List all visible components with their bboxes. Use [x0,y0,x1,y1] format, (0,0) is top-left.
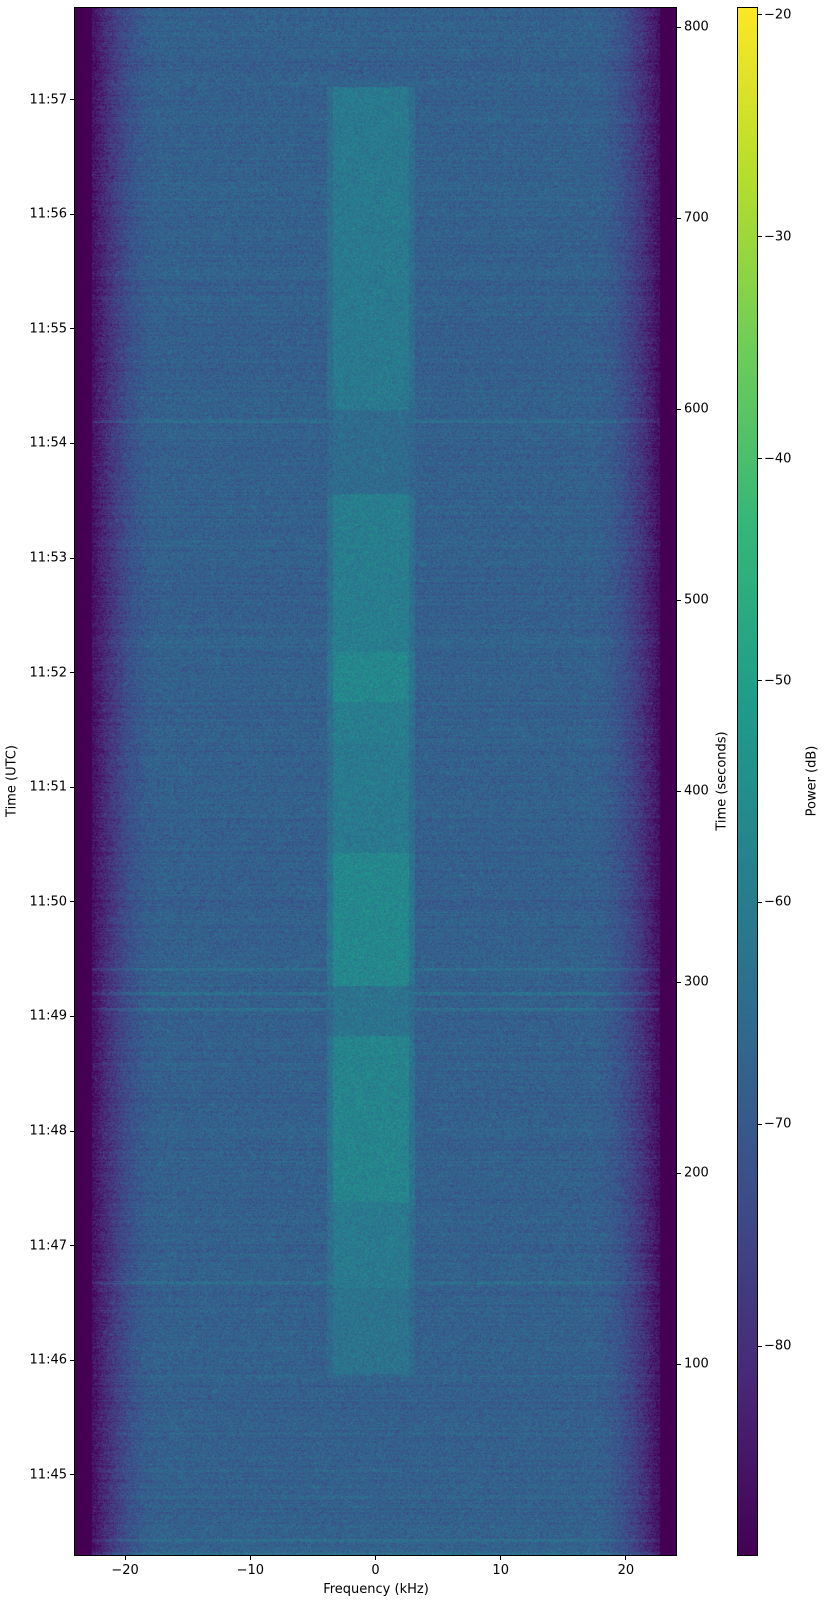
y-tick-label-seconds: 200 [684,1165,709,1181]
y-tick-label-utc: 11:47 [29,1238,67,1254]
x-tick-label: 10 [492,1563,509,1578]
x-tick [124,1555,126,1560]
y-tick-right [676,981,681,983]
y-tick-left [70,1015,75,1017]
spectrogram-heatmap [75,8,676,1555]
y-tick-label-seconds: 300 [684,974,709,990]
y-tick-label-seconds: 700 [684,210,709,226]
y-tick-label-utc: 11:45 [29,1467,67,1483]
y-tick-label-utc: 11:52 [29,665,67,681]
y-tick-label-utc: 11:54 [29,435,67,451]
x-tick-label: 0 [371,1563,380,1578]
y-tick-left [70,99,75,101]
colorbar-tick-label: −50 [764,673,792,688]
x-tick [375,1555,376,1560]
y-tick-left [70,557,75,559]
y-tick-label-utc: 11:55 [29,321,67,337]
x-tick-label: −20 [111,1563,139,1578]
y-tick-left [70,901,75,903]
y-tick-left [70,1130,75,1132]
x-tick-label: −10 [236,1563,264,1578]
y-tick-right [676,408,681,410]
y-tick-right [676,790,681,792]
y-tick-label-utc: 11:57 [29,92,67,108]
y-tick-label-utc: 11:53 [29,550,67,566]
colorbar-tick [757,1345,762,1347]
y-tick-right [676,217,681,219]
y-tick-label-utc: 11:51 [29,779,67,795]
y-tick-label-seconds: 800 [684,19,709,35]
y-axis-label-left: Time (UTC) [4,745,20,817]
y-tick-label-seconds: 400 [684,783,709,799]
colorbar-tick-label: −70 [764,1116,792,1132]
x-tick [249,1555,251,1560]
y-tick-left [70,213,75,215]
colorbar-label: Power (dB) [804,745,820,817]
colorbar-gradient [738,8,757,1555]
x-tick-label: 20 [617,1563,635,1578]
colorbar-tick-label: −20 [764,7,792,23]
colorbar-tick [757,14,762,16]
y-tick-label-seconds: 500 [684,592,709,608]
y-tick-right [676,26,681,28]
y-tick-left [70,672,75,674]
colorbar-tick [757,680,762,681]
colorbar-tick [757,1123,762,1125]
colorbar-tick [757,236,762,238]
colorbar-tick [757,901,762,903]
y-tick-left [70,1474,75,1476]
y-tick-left [70,442,75,444]
y-tick-left [70,1359,75,1361]
colorbar [738,8,757,1555]
x-axis-label: Frequency (kHz) [323,1582,429,1597]
y-tick-label-utc: 11:49 [29,1008,67,1024]
y-tick-label-utc: 11:48 [29,1123,67,1139]
spectrogram-plot [75,8,676,1555]
y-tick-right [676,1363,681,1365]
colorbar-tick-label: −40 [764,451,792,467]
colorbar-tick [757,458,762,460]
y-tick-label-utc: 11:50 [29,894,67,910]
colorbar-tick-label: −80 [764,1338,792,1354]
colorbar-tick-label: −30 [764,229,792,245]
x-tick [500,1555,502,1560]
colorbar-tick-label: −60 [764,894,792,910]
y-tick-left [70,1245,75,1247]
y-tick-right [676,1172,681,1174]
y-axis-label-right: Time (seconds) [714,731,730,831]
y-tick-label-utc: 11:46 [29,1352,67,1368]
y-tick-label-utc: 11:56 [29,206,67,222]
y-tick-right [676,599,681,601]
y-tick-label-seconds: 100 [684,1356,709,1372]
y-tick-label-seconds: 600 [684,401,709,417]
y-tick-left [70,328,75,330]
x-tick [625,1555,627,1560]
y-tick-left [70,786,75,788]
